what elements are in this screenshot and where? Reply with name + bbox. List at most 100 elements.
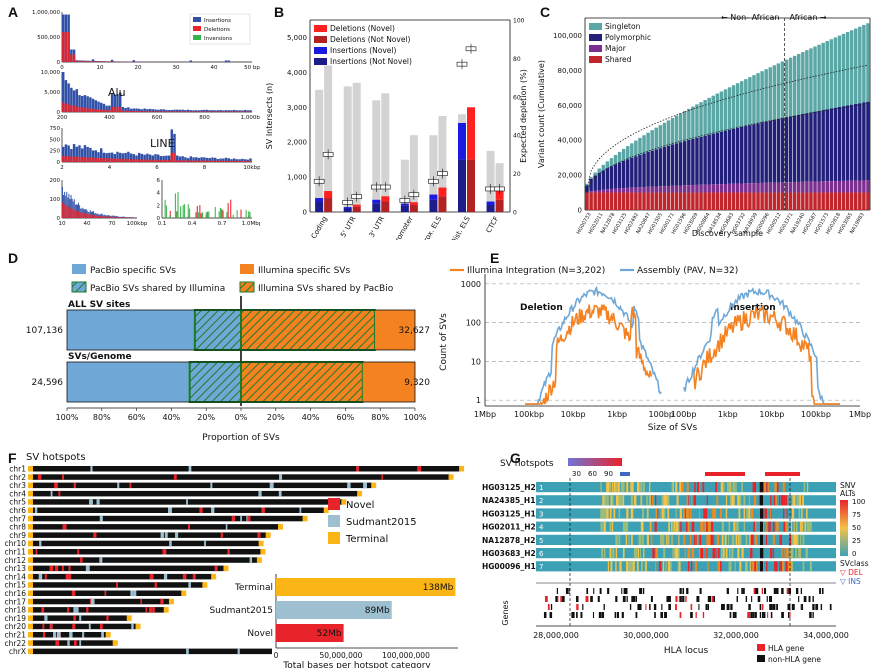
hist2-bar: [124, 111, 126, 112]
b-ytick2: 100: [513, 18, 525, 25]
c-polymorphic-bar: [756, 123, 759, 183]
d-legend-swatch: [240, 282, 254, 292]
g-snv-mark: [791, 535, 793, 545]
hist3-xtick: 6: [155, 165, 159, 171]
hist5-bar: [222, 210, 223, 218]
g-snv-mark: [643, 482, 645, 492]
f-hotspot-mark: [188, 524, 190, 530]
c-major-bar: [752, 183, 755, 192]
g-hotspot-marker: [705, 472, 745, 476]
g-snv-mark: [692, 522, 694, 532]
f-hotspot-mark: [39, 541, 41, 547]
f-terminal-mark: [169, 599, 174, 605]
f-terminal-mark: [260, 549, 265, 555]
b-expected-bar: [344, 86, 352, 212]
g-snv-mark: [707, 495, 708, 505]
c-polymorphic-bar: [602, 170, 605, 189]
g-gene-mark: [555, 596, 557, 602]
c-major-bar: [760, 183, 763, 193]
c-major-bar: [663, 186, 666, 192]
f-hotspot-mark: [215, 566, 218, 572]
g-snv-mark: [787, 522, 788, 532]
g-haplotype-number: 4: [539, 524, 544, 532]
g-gene-mark: [755, 612, 757, 618]
f-terminal-mark: [28, 574, 33, 580]
g-snv-mark: [713, 535, 714, 545]
f-hotspot-mark: [211, 508, 214, 514]
f-hotspot-mark: [82, 632, 84, 638]
g-snv-mark: [683, 508, 685, 518]
g-snv-mark: [773, 535, 775, 545]
c-singleton-bar: [858, 27, 861, 104]
c-shared-bar: [777, 193, 780, 210]
d-legend-swatch: [72, 264, 86, 274]
g-gene-mark: [686, 588, 688, 594]
hist4-xtick: 40: [84, 221, 91, 227]
c-ytick: 80,000: [558, 67, 583, 75]
hist4-bar: [72, 209, 73, 218]
g-gene-mark: [643, 588, 644, 594]
g-snv-mark: [666, 535, 667, 545]
d-left-value: 107,136: [26, 326, 63, 336]
g-snv-mark: [687, 482, 689, 492]
g-gene-mark: [700, 588, 702, 594]
hist3-bar: [111, 159, 113, 162]
f-hotspot-mark: [168, 508, 172, 514]
f-chrom-bar: [32, 557, 258, 563]
hist3-xtick: 4: [108, 165, 112, 171]
g-gene-mark: [604, 604, 605, 610]
b-legend-label: Insertions (Not Novel): [330, 57, 412, 66]
c-shared-bar: [813, 193, 816, 210]
f-terminal-mark: [28, 474, 33, 480]
g-snv-mark: [642, 508, 644, 518]
f-legend-swatch: [328, 515, 340, 527]
g-scale-tick: 30: [572, 470, 581, 478]
hist4-bar: [104, 216, 105, 218]
c-singleton-bar: [797, 54, 800, 115]
g-snv-mark: [803, 535, 805, 545]
c-singleton-bar: [781, 62, 784, 119]
g-snv-mark: [754, 482, 756, 492]
hist4-bar: [110, 217, 111, 218]
f-hotspot-mark: [174, 474, 177, 480]
c-polymorphic-bar: [618, 163, 621, 189]
g-gene-mark: [812, 604, 814, 610]
c-singleton-bar: [813, 47, 816, 112]
g-snv-mark: [708, 535, 710, 545]
panel-e-label: E: [490, 250, 499, 266]
g-gene-mark: [566, 588, 568, 594]
f-chrom-bar: [32, 516, 304, 522]
f-hotspot-mark: [133, 591, 136, 597]
hist4-bar: [74, 210, 75, 218]
f-hotspot-mark: [99, 557, 102, 563]
hist2-bar: [195, 111, 197, 112]
c-shared-bar: [846, 193, 849, 210]
g-snv-mark: [600, 508, 602, 518]
c-polymorphic-bar: [773, 120, 776, 183]
c-major-bar: [842, 181, 845, 193]
g-haplotype-number: 6: [539, 550, 544, 558]
c-shared-bar: [866, 193, 869, 210]
c-major-bar: [707, 184, 710, 192]
g-gene-mark: [545, 596, 548, 602]
hist4-bar: [108, 217, 109, 218]
c-shared-bar: [598, 193, 601, 210]
panel-e-chart: Illumina Integration (N=3,202)Assembly (…: [430, 248, 877, 448]
g-sv-block: [760, 535, 763, 545]
panel-g-label: G: [510, 450, 521, 466]
g-snv-mark: [753, 522, 755, 532]
g-snv-mark: [626, 508, 628, 518]
f-terminal-mark: [28, 532, 33, 538]
g-gene-mark: [680, 596, 682, 602]
g-snv-mark: [629, 561, 631, 571]
hist4-bar: [80, 212, 81, 218]
b-legend-swatch: [314, 47, 327, 54]
g-snv-mark: [616, 548, 617, 558]
g-snv-mark: [770, 548, 772, 558]
g-snv-mark: [713, 548, 715, 558]
g-snv-mark: [640, 548, 641, 558]
g-snv-mark: [614, 508, 615, 518]
g-snv-mark: [751, 508, 752, 518]
c-polymorphic-bar: [740, 127, 743, 183]
